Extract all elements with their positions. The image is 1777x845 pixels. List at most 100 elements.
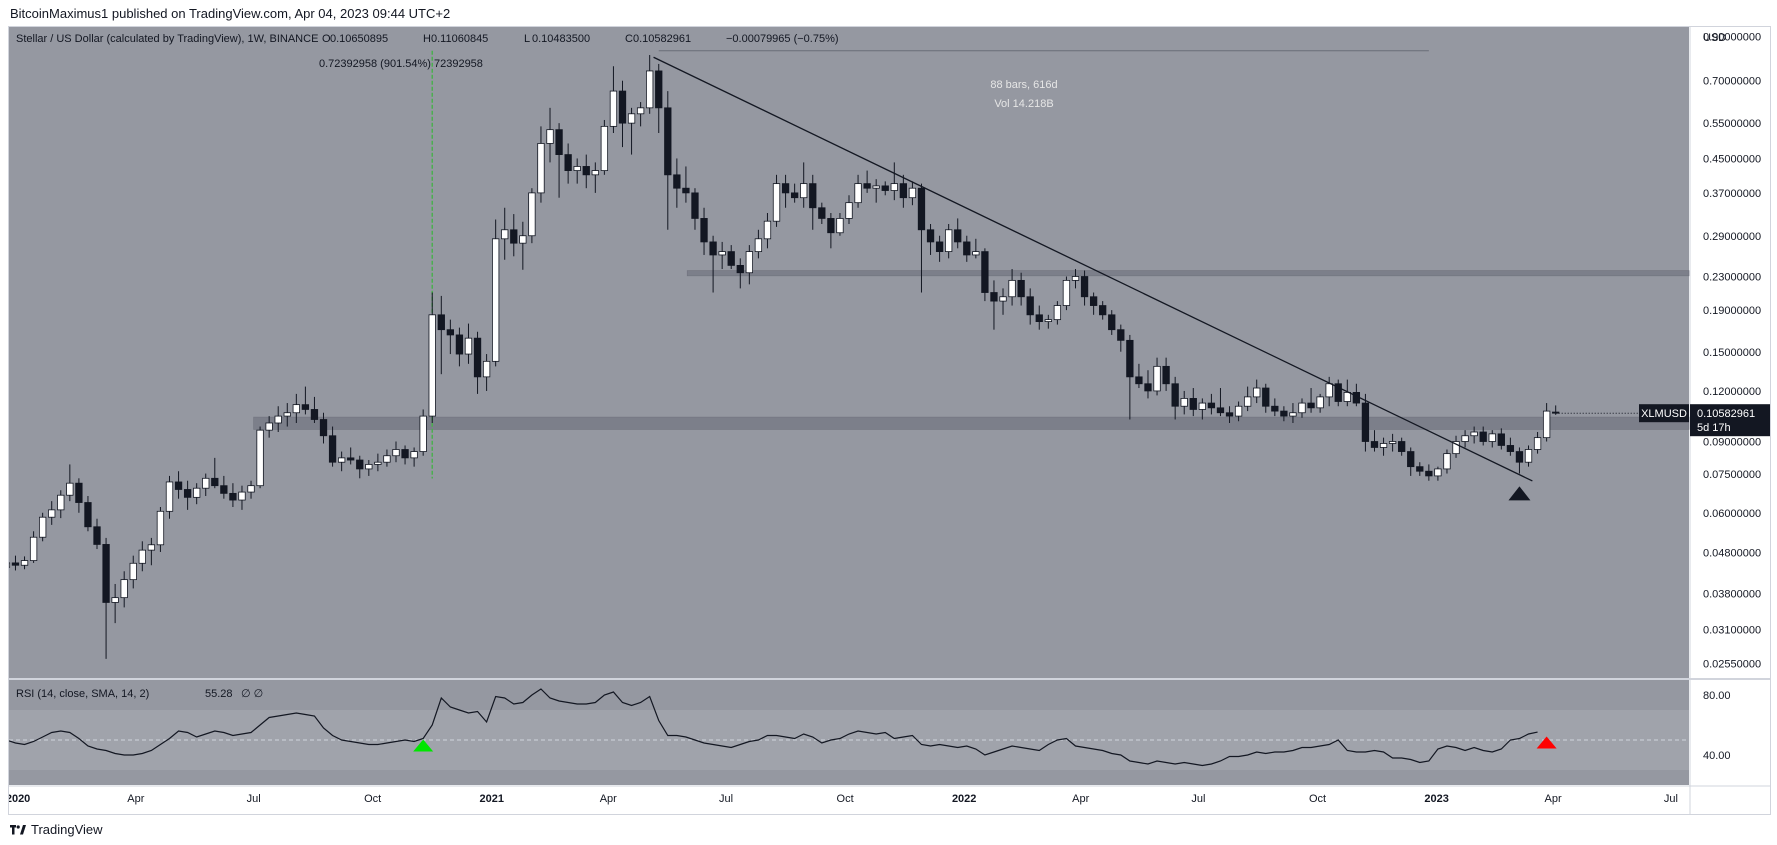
candle-body	[1026, 296, 1034, 316]
candle-body	[691, 192, 699, 219]
candle-body	[700, 218, 708, 243]
candle-body	[473, 337, 482, 378]
price-axis-tick: 0.70000000	[1703, 76, 1761, 88]
rsi-axis-tick: 80.00	[1703, 690, 1731, 702]
candle-body	[1207, 402, 1216, 409]
candle-body	[908, 187, 917, 199]
candle-body	[591, 170, 599, 176]
publisher-caption: BitcoinMaximus1 published on TradingView…	[10, 6, 451, 21]
candle-body	[1325, 383, 1333, 398]
candle-body	[1488, 433, 1496, 442]
candle-body	[1171, 383, 1179, 407]
candle-body	[1452, 441, 1460, 455]
candle-body	[138, 549, 146, 564]
candle-body	[492, 238, 500, 362]
candle-body	[292, 404, 300, 414]
candle-body	[1479, 431, 1487, 442]
candle-body	[981, 251, 989, 293]
candle-body	[800, 183, 808, 199]
price-chart[interactable]: Stellar / US Dollar (calculated by Tradi…	[2, 27, 1770, 814]
candle-body	[727, 251, 735, 266]
candle-body	[1497, 433, 1505, 446]
candle-body	[229, 492, 237, 501]
candle-body	[772, 183, 781, 222]
candle-body	[419, 415, 427, 452]
candle-body	[646, 70, 654, 109]
candle-body	[401, 449, 409, 459]
candle-body	[1398, 441, 1406, 452]
candle-body	[935, 241, 944, 253]
price-axis-tick: 0.12000000	[1703, 386, 1761, 398]
tradingview-brand[interactable]: TradingView	[10, 822, 103, 837]
candle-body	[183, 489, 192, 498]
price-axis-tick: 0.02550000	[1703, 659, 1761, 671]
candle-body	[1080, 276, 1089, 298]
candle-body	[211, 477, 219, 487]
candle-body	[863, 183, 871, 189]
candle-body	[881, 185, 889, 191]
candle-body	[790, 192, 799, 199]
price-axis-unit: USD	[1703, 32, 1726, 44]
candle-body	[1126, 339, 1134, 378]
time-axis-tick: 2021	[480, 793, 504, 805]
candle-body	[1216, 407, 1225, 414]
candle-body	[682, 187, 690, 194]
candle-body	[1280, 410, 1288, 417]
candle-body	[347, 457, 355, 461]
candle-body	[428, 314, 436, 417]
ohlc-value: 0.10650895	[330, 33, 388, 45]
candle-body	[1062, 279, 1071, 306]
candle-body	[84, 502, 92, 528]
candle-body	[1416, 466, 1424, 472]
candle-body	[926, 229, 935, 243]
candle-body	[537, 143, 545, 194]
candle-body	[129, 562, 137, 581]
rsi-line	[6, 688, 1538, 767]
candle-body	[827, 218, 835, 234]
candle-body	[2, 562, 11, 568]
candle-body	[1388, 441, 1397, 444]
price-axis-tick: 0.03800000	[1703, 588, 1761, 600]
rsi-value: 55.28	[205, 688, 233, 700]
time-axis-tick: 2020	[9, 793, 30, 805]
candle-body	[147, 544, 156, 551]
candle-body	[274, 415, 282, 424]
candle-body	[618, 90, 627, 124]
candle-body	[872, 185, 880, 189]
candle-body	[836, 218, 844, 234]
time-axis-tick: 2023	[1424, 793, 1448, 805]
price-axis-tick: 0.19000000	[1703, 305, 1761, 317]
candle-body	[510, 229, 518, 244]
price-pane-background	[9, 27, 1689, 678]
time-axis-tick: Apr	[127, 793, 144, 805]
candle-body	[899, 183, 908, 199]
candle-body	[1044, 319, 1052, 322]
candle-body	[709, 241, 717, 256]
symbol-title: Stellar / US Dollar (calculated by Tradi…	[16, 33, 318, 45]
candle-body	[328, 435, 337, 463]
rsi-extra: ∅ ∅	[241, 688, 263, 700]
time-axis-tick: Apr	[1545, 793, 1562, 805]
candle-body	[174, 481, 183, 490]
ohlc-label: L	[524, 33, 530, 45]
candle-body	[1253, 387, 1261, 398]
candle-body	[1035, 314, 1043, 322]
candle-body	[854, 183, 862, 204]
candle-body	[845, 202, 853, 219]
candle-body	[446, 329, 455, 336]
price-change: −0.00079965 (−0.75%)	[726, 33, 839, 45]
candle-body	[1198, 402, 1206, 410]
candle-body	[1135, 376, 1143, 385]
time-axis-tick: Oct	[364, 793, 381, 805]
candle-body	[990, 292, 998, 302]
time-axis-tick: 2022	[952, 793, 976, 805]
price-tag	[1690, 404, 1770, 437]
ohlc-label: H	[423, 33, 431, 45]
candle-body	[247, 485, 255, 493]
candle-body	[75, 482, 83, 503]
rsi-bullish-marker-icon	[413, 739, 434, 752]
ohlc-label: O	[322, 33, 331, 45]
ohlc-value: 0.10483500	[532, 33, 590, 45]
price-axis-tick: 0.45000000	[1703, 153, 1761, 165]
candle-body	[573, 166, 581, 171]
